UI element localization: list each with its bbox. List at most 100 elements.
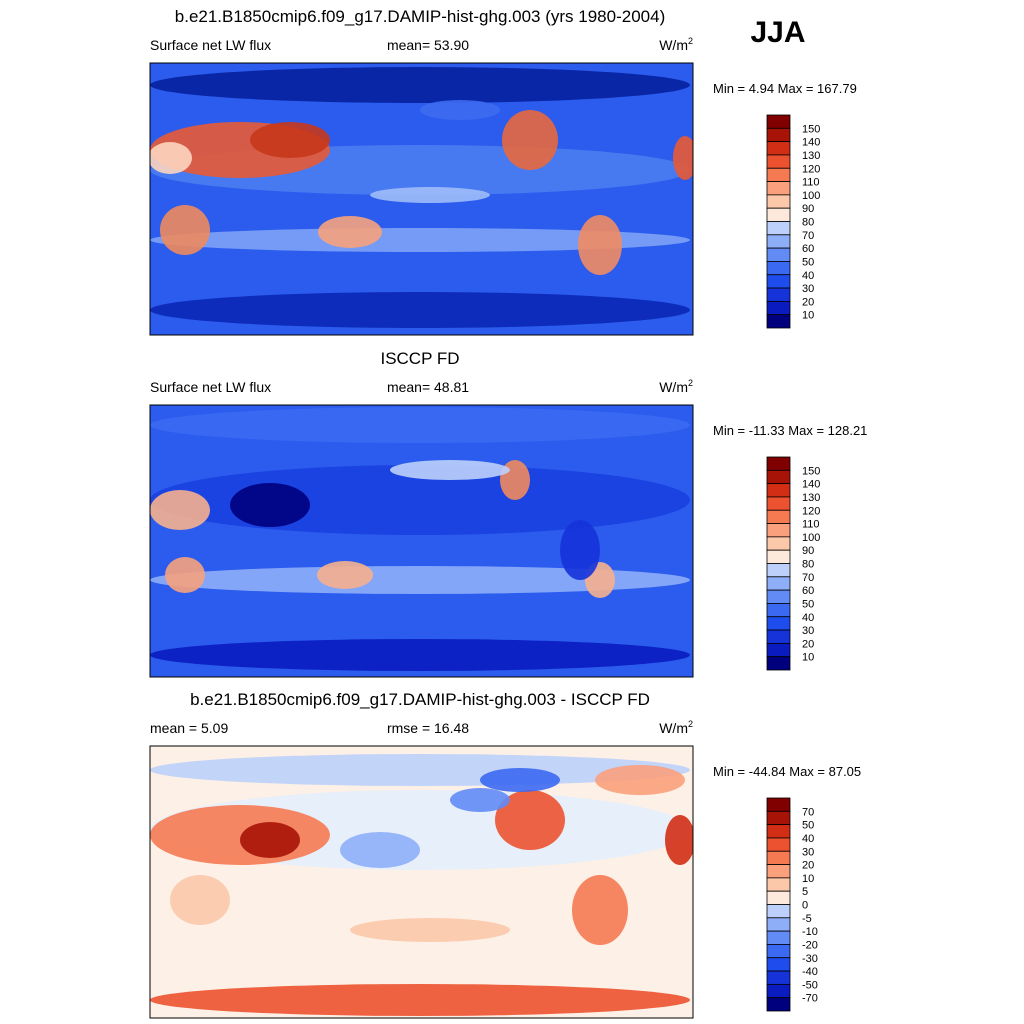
colorbar-label: 130 bbox=[802, 492, 820, 504]
map-background bbox=[150, 405, 693, 677]
map-frame bbox=[149, 404, 694, 678]
map-region bbox=[560, 520, 600, 580]
colorbar-label: 70 bbox=[802, 806, 814, 818]
units-label: W/m2 bbox=[659, 378, 693, 395]
colorbar-label: 80 bbox=[802, 217, 814, 229]
colorbar-label: 60 bbox=[802, 243, 814, 255]
colorbar-label: 130 bbox=[802, 150, 820, 162]
map-region bbox=[150, 67, 690, 103]
map-region bbox=[390, 460, 510, 480]
map-region bbox=[150, 639, 690, 671]
units-label: W/m2 bbox=[659, 719, 693, 736]
colorbar-label: 150 bbox=[802, 465, 820, 477]
colorbar-box bbox=[766, 456, 791, 471]
colorbar-label: 150 bbox=[802, 123, 820, 135]
colorbar-label: 70 bbox=[802, 572, 814, 584]
map-region bbox=[160, 205, 210, 255]
map-region bbox=[370, 187, 490, 203]
map-region bbox=[240, 822, 300, 858]
colorbar-label: -50 bbox=[802, 979, 818, 991]
colorbar-box bbox=[766, 234, 791, 249]
colorbar-box bbox=[766, 287, 791, 302]
colorbar-box bbox=[766, 864, 791, 879]
colorbar-box bbox=[766, 141, 791, 156]
colorbar-label: 20 bbox=[802, 860, 814, 872]
colorbar-box bbox=[766, 890, 791, 905]
colorbar-label: -20 bbox=[802, 939, 818, 951]
map-region bbox=[150, 228, 690, 252]
colorbar-label: 50 bbox=[802, 598, 814, 610]
left-label: Surface net LW flux bbox=[150, 37, 271, 53]
colorbar-box bbox=[766, 247, 791, 262]
colorbar-box bbox=[766, 127, 791, 143]
colorbar-box bbox=[766, 300, 791, 316]
colorbar-box bbox=[766, 154, 791, 169]
colorbar-box bbox=[766, 850, 791, 865]
colorbar-label: 90 bbox=[802, 203, 814, 215]
map-region bbox=[572, 875, 628, 945]
map-region bbox=[578, 215, 622, 275]
colorbar-box bbox=[766, 629, 791, 644]
colorbar-label: -30 bbox=[802, 953, 818, 965]
colorbar-label: 40 bbox=[802, 833, 814, 845]
colorbar-box bbox=[766, 167, 791, 182]
colorbar-label: 0 bbox=[802, 900, 808, 912]
units-superscript: 2 bbox=[688, 36, 693, 46]
colorbar-box bbox=[766, 810, 791, 826]
panel: ISCCP FD Surface net LW flux mean= 48.81 W/… bbox=[149, 349, 867, 678]
map-frame bbox=[149, 745, 694, 1019]
units: W/m bbox=[659, 720, 688, 736]
colorbar-box bbox=[766, 837, 791, 852]
min-max-label: Min = 4.94 Max = 167.79 bbox=[713, 81, 857, 96]
map-region bbox=[230, 483, 310, 527]
center-label: rmse = 16.48 bbox=[387, 720, 469, 736]
panel: b.e21.B1850cmip6.f09_g17.DAMIP-hist-ghg.… bbox=[149, 7, 857, 336]
map-region bbox=[150, 407, 690, 443]
colorbar-box bbox=[766, 563, 791, 578]
colorbar-label: 10 bbox=[802, 652, 814, 664]
min-max-label: Min = -44.84 Max = 87.05 bbox=[713, 764, 861, 779]
colorbar-box bbox=[766, 603, 791, 618]
map bbox=[150, 746, 693, 1018]
colorbar-box bbox=[766, 194, 791, 209]
colorbar-box bbox=[766, 221, 791, 236]
panel: b.e21.B1850cmip6.f09_g17.DAMIP-hist-ghg.… bbox=[149, 690, 861, 1019]
colorbar-label: -40 bbox=[802, 966, 818, 978]
panel-title: b.e21.B1850cmip6.f09_g17.DAMIP-hist-ghg.… bbox=[175, 7, 665, 26]
colorbar-label: 10 bbox=[802, 873, 814, 885]
colorbar-label: 140 bbox=[802, 479, 820, 491]
panel-title: b.e21.B1850cmip6.f09_g17.DAMIP-hist-ghg.… bbox=[190, 690, 650, 709]
colorbar-box bbox=[766, 944, 791, 959]
colorbar-box bbox=[766, 970, 791, 985]
colorbar-box bbox=[766, 656, 791, 671]
colorbar-label: 120 bbox=[802, 163, 820, 175]
colorbar-box bbox=[766, 642, 791, 658]
map-region bbox=[673, 136, 693, 180]
units: W/m bbox=[659, 37, 688, 53]
colorbar-box bbox=[766, 261, 791, 276]
colorbar-label: 80 bbox=[802, 559, 814, 571]
map-region bbox=[250, 122, 330, 158]
colorbar-label: -70 bbox=[802, 993, 818, 1005]
colorbar-label: -10 bbox=[802, 926, 818, 938]
colorbar-label: 50 bbox=[802, 256, 814, 268]
colorbar-box bbox=[766, 469, 791, 485]
colorbar-label: 40 bbox=[802, 612, 814, 624]
map-region bbox=[420, 100, 500, 120]
colorbar-label: 10 bbox=[802, 310, 814, 322]
map-region bbox=[165, 557, 205, 593]
map-region bbox=[150, 566, 690, 594]
colorbar-box bbox=[766, 997, 791, 1012]
colorbar-label: 110 bbox=[802, 519, 820, 531]
colorbar-label: 100 bbox=[802, 532, 820, 544]
map-region bbox=[340, 832, 420, 868]
map-region bbox=[170, 875, 230, 925]
colorbar-label: 5 bbox=[802, 886, 808, 898]
colorbar-label: 20 bbox=[802, 638, 814, 650]
colorbar-box bbox=[766, 274, 791, 289]
colorbar-box bbox=[766, 523, 791, 538]
colorbar-box bbox=[766, 576, 791, 591]
colorbar-label: 50 bbox=[802, 820, 814, 832]
